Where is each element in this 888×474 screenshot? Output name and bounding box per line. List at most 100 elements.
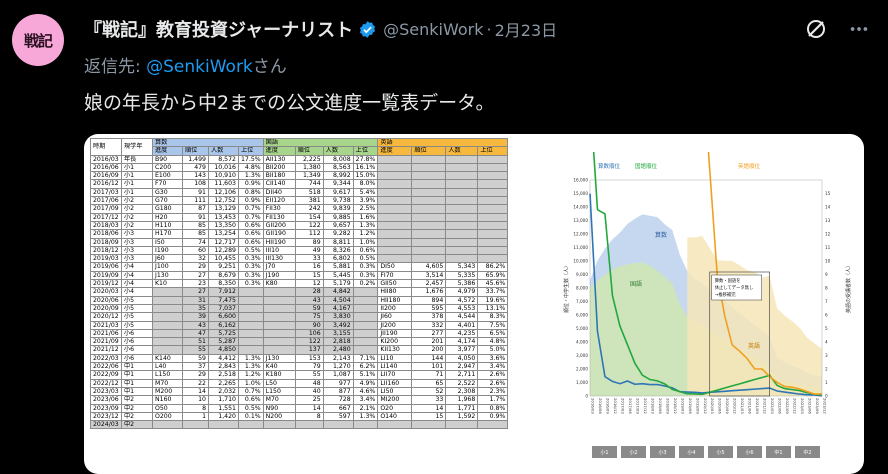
grade-label: 中1	[774, 449, 782, 456]
table-row: 2024/03 中2	[90, 420, 509, 430]
table-subheader-row: 進度 順位 人数 上位 進度 順位 人数 上位 進度 順位 人数 上位	[91, 146, 509, 156]
table-cell: 5.4%	[352, 187, 379, 198]
table-cell: 9,282	[322, 229, 354, 239]
area-label-japanese: 国語	[630, 280, 642, 288]
table-cell: BII180	[262, 171, 296, 181]
subheader: 順位	[182, 146, 209, 156]
tweet-date[interactable]: 2月23日	[494, 21, 558, 40]
table-cell: 378	[411, 312, 447, 322]
table-cell: 5,179	[322, 279, 354, 289]
table-cell	[445, 171, 479, 181]
avatar-text: 戦記	[23, 31, 53, 50]
table-cell: EII120	[262, 196, 296, 206]
table-cell: 6,600	[208, 312, 239, 322]
table-cell: 9,251	[208, 262, 239, 272]
table-cell: 23	[182, 279, 209, 289]
x-tick-label: 2016/09	[605, 398, 610, 414]
x-tick-label: 2016/12	[613, 398, 618, 414]
reply-to-line: 返信先: @SenkiWorkさん	[84, 52, 287, 77]
table-cell: 55	[182, 345, 209, 355]
table-cell: 0.6%	[352, 245, 379, 256]
table-cell: 877	[322, 386, 354, 397]
table-cell	[411, 204, 447, 214]
table-cell	[352, 303, 379, 314]
table-cell: 25	[294, 395, 324, 405]
table-row: 2021/03 小5 43 6,162 90 3,492 JI200 332 4,401 7.5%	[90, 320, 509, 330]
table-cell: 0.3%	[238, 254, 264, 264]
table-cell: 1,499	[182, 154, 209, 164]
table-cell: 85	[182, 229, 209, 239]
table-cell	[152, 320, 183, 330]
table-cell: 中1	[121, 386, 153, 397]
tweet-media-image[interactable]: 時期 現学年 算数 国語 英語 進度 順位 人数 上位 進度 順位 人数 上位 進度 順位 人数…	[84, 134, 864, 474]
x-tick-label: 2022/09	[785, 398, 790, 414]
table-cell: 2017/12	[90, 212, 122, 222]
subheader: 人数	[322, 146, 354, 156]
table-cell	[377, 154, 413, 164]
table-cell: 3,514	[411, 270, 447, 281]
more-options-icon[interactable]	[848, 18, 870, 40]
table-cell: 6,802	[322, 254, 354, 264]
table-cell: 2024/03	[90, 420, 122, 430]
table-cell: 0.5%	[352, 254, 379, 264]
table-cell	[445, 162, 479, 173]
table-row: 2018/09 小3 I50 74 12,717 0.6% HII190 89 8,811 1.0…	[90, 237, 509, 247]
table-row: 2016/03 年長 B90 1,499 8,572 17.5% AII130 2,225 8,…	[90, 154, 509, 164]
table-cell: BII200	[262, 162, 296, 173]
table-cell	[411, 237, 447, 247]
english-people-area	[687, 236, 822, 396]
x-tick-label: 2021/03	[740, 398, 745, 414]
y-tick-left: 9,000	[576, 272, 588, 277]
table-cell: 4,572	[445, 295, 479, 305]
table-cell: 10	[182, 395, 209, 405]
table-cell	[377, 196, 413, 206]
table-cell: 0.6%	[238, 237, 264, 247]
table-cell	[477, 212, 509, 222]
y-tick-right: 0	[825, 394, 828, 399]
y-tick-left: 8,000	[576, 286, 588, 291]
table-cell: AII130	[262, 154, 296, 164]
table-row: 2023/12 中2 O200 1 1,420 0.1% N200 8 597 1.3% O140 1…	[90, 411, 509, 422]
table-cell: 1,270	[322, 361, 354, 372]
author-name[interactable]: 『戦記』教育投資ジャーナリスト	[84, 20, 354, 41]
y-tick-left: 0	[585, 394, 588, 399]
table-cell	[411, 171, 447, 181]
y-tick-left: 14,000	[573, 205, 588, 210]
table-cell: 3.4%	[477, 361, 509, 372]
table-cell: 8.0%	[352, 179, 379, 189]
table-cell: KI200	[377, 337, 413, 347]
table-cell	[445, 212, 479, 222]
header-japanese: 国語	[262, 137, 379, 148]
table-cell: 3,492	[322, 320, 354, 330]
y-tick-left: 11,000	[573, 245, 588, 250]
author-handle[interactable]: @SenkiWork	[383, 19, 484, 39]
x-tick-label: 2020/12	[733, 398, 738, 414]
table-row: 2019/09 小4 J130 27 8,679 0.3% J190 15 5,445 0.3% F…	[90, 270, 509, 281]
legend-math: 算数順位	[598, 162, 621, 170]
table-cell: LI50	[377, 386, 413, 397]
table-cell: 47	[182, 328, 209, 339]
table-cell: 2019/06	[90, 262, 122, 272]
top-actions	[804, 17, 870, 41]
grok-icon[interactable]	[804, 17, 828, 41]
table-cell: 1,420	[208, 411, 239, 422]
table-cell	[352, 345, 379, 355]
avatar[interactable]: 戦記	[12, 14, 64, 66]
interpolated-region-box	[709, 271, 770, 397]
reply-mention-link[interactable]: @SenkiWork	[146, 57, 253, 77]
table-cell: 5,386	[445, 279, 479, 289]
subheader: 進度	[377, 146, 413, 156]
table-cell: 0.1%	[238, 411, 264, 422]
y-tick-right: 1	[825, 380, 828, 385]
y-tick-right: 9	[825, 272, 828, 277]
x-tick-label: 2020/03	[710, 398, 715, 414]
table-cell	[411, 162, 447, 173]
table-cell: K10	[152, 279, 183, 289]
table-row: 2016/12 小1 F70 108 11,603 0.9% CII140 744 9,344 8…	[90, 179, 509, 189]
table-cell: 332	[411, 320, 447, 330]
table-cell: LI140	[377, 361, 413, 372]
y-tick-right: 7	[825, 299, 828, 304]
table-cell: 小2	[121, 220, 153, 231]
table-cell	[445, 245, 479, 256]
progress-table: 時期 現学年 算数 国語 英語 進度 順位 人数 上位 進度 順位 人数 上位 進度 順位 人数…	[90, 137, 554, 430]
